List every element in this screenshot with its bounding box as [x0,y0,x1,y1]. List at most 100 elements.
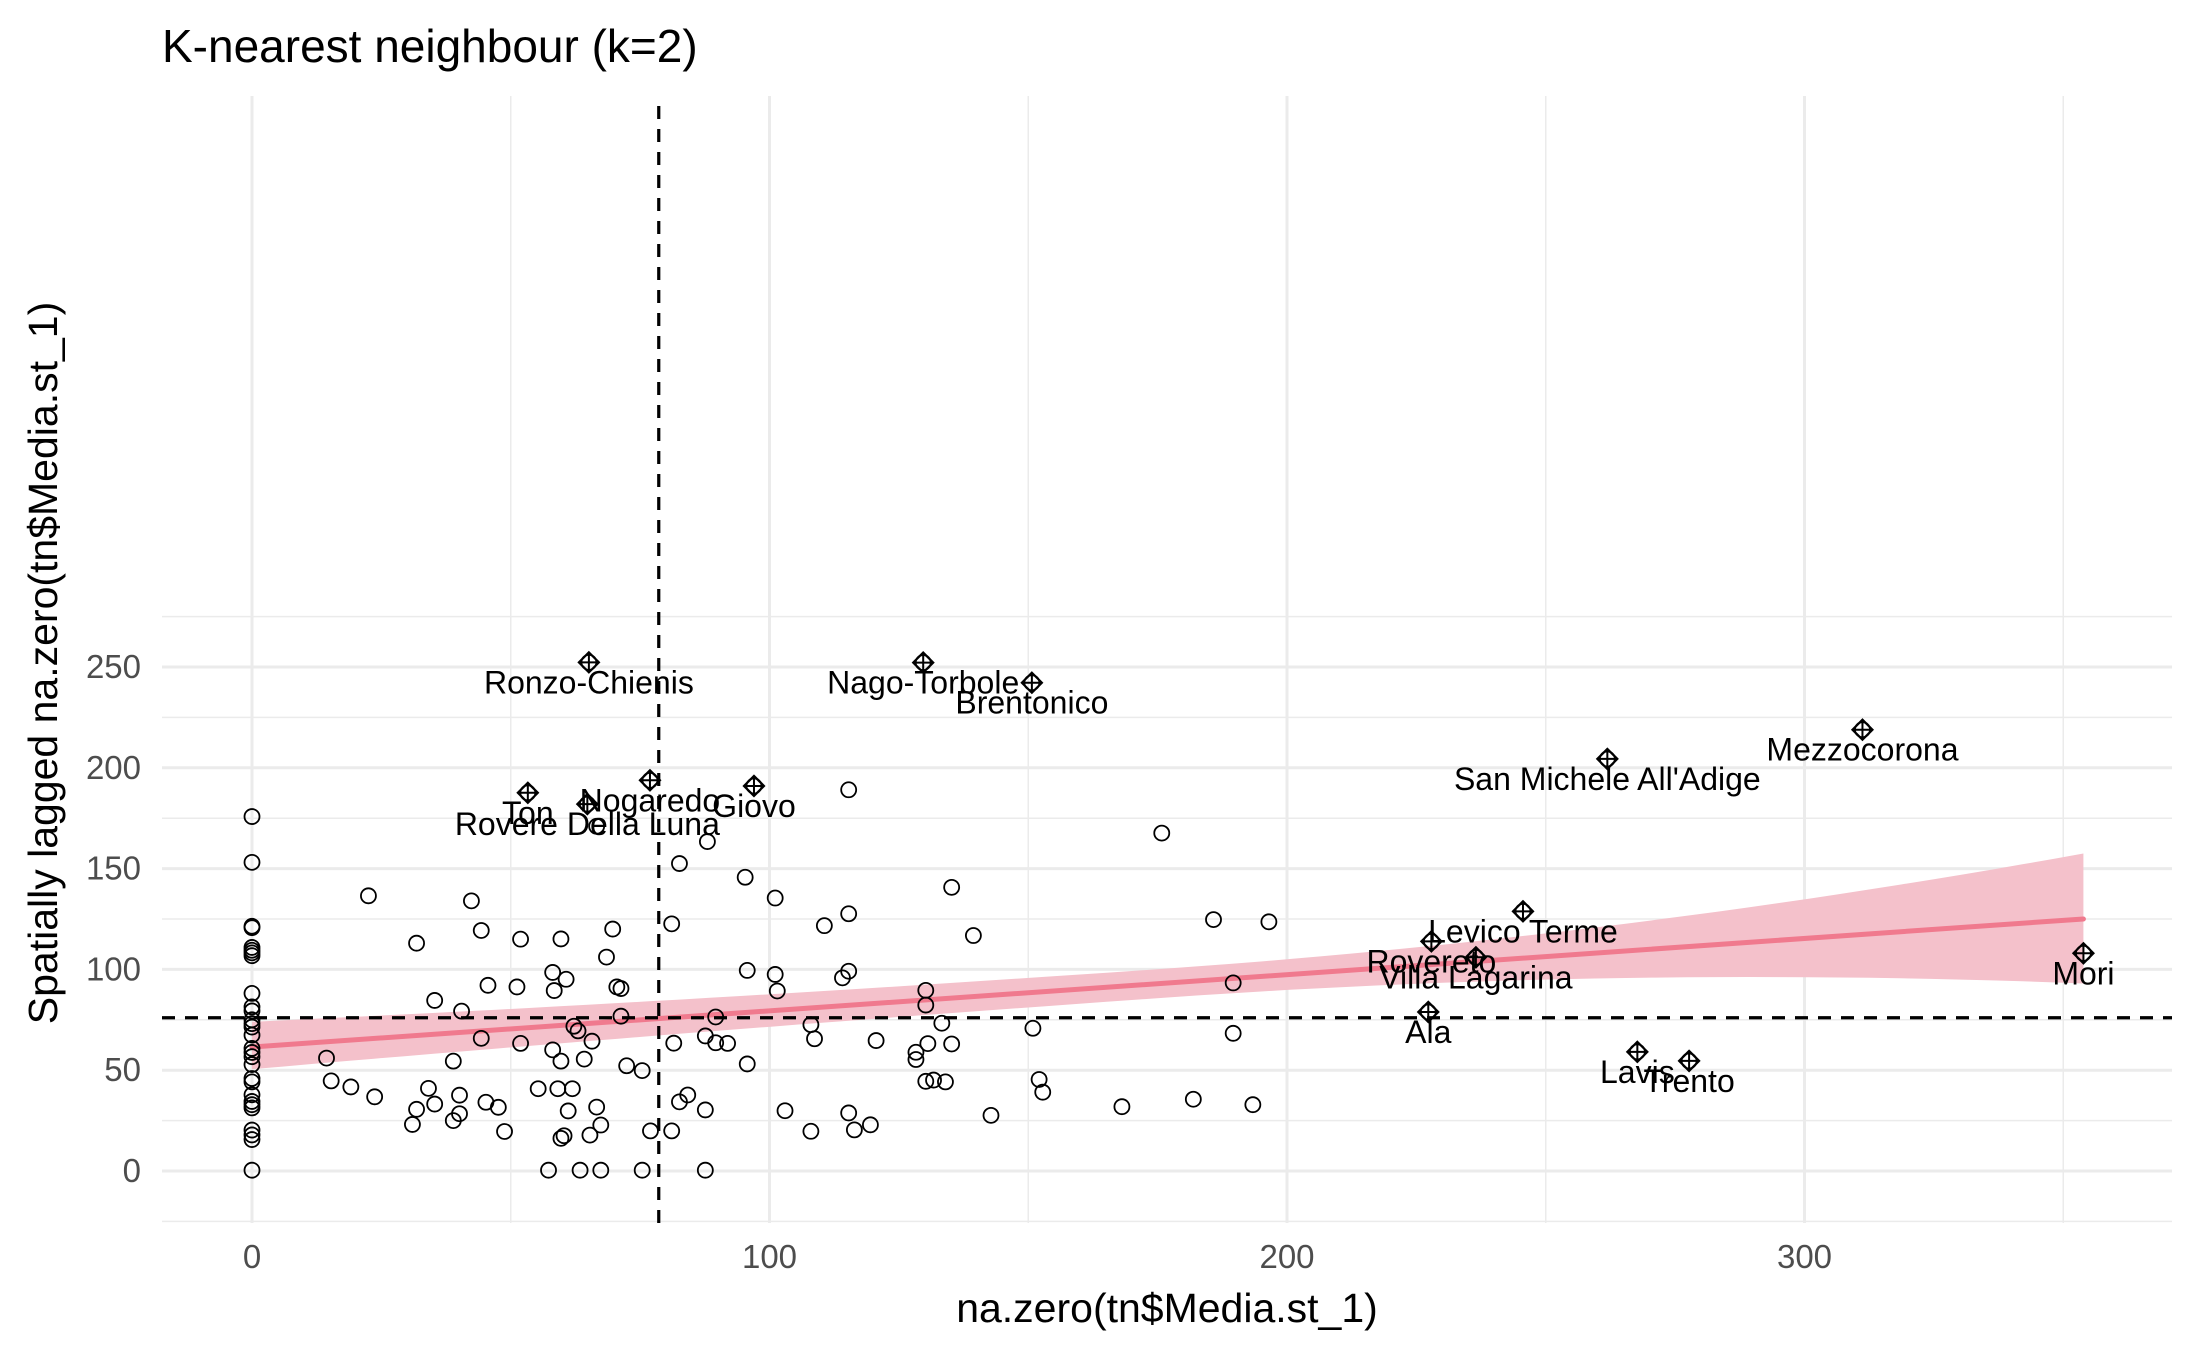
data-point [318,1049,335,1067]
chart-title: K-nearest neighbour (k=2) [162,20,698,72]
data-point [243,1026,261,1044]
data-point [642,1122,659,1140]
data-point [243,998,261,1016]
point-label: Villa Lagarina [1379,959,1573,995]
data-point [559,1102,577,1120]
data-point [1224,1024,1242,1042]
data-point [243,853,261,871]
data-point [1024,1019,1042,1037]
data-point [862,1116,879,1134]
y-tick-label: 50 [104,1051,141,1088]
data-point [360,887,377,905]
data-point [696,1101,714,1119]
data-point [472,1029,490,1047]
data-point [243,1131,261,1148]
data-point [933,1014,951,1032]
data-point [581,1126,599,1144]
data-point [243,1161,261,1179]
reference-lines [162,106,2172,1223]
data-point [840,905,858,923]
data-point [571,1161,589,1179]
point-label: Rovereto [1366,943,1496,979]
data-point [565,1017,583,1035]
data-point [243,1048,261,1066]
data-point [408,934,425,952]
data-point [1205,911,1222,929]
data-point [766,966,784,983]
data-point [243,947,261,965]
data-point [243,1086,261,1104]
data-point [540,1161,557,1179]
data-point [342,1078,360,1096]
data-point [404,1116,421,1133]
data-point [366,1088,384,1106]
data-point [588,1098,606,1116]
data-point [552,1052,570,1070]
data-point [322,1072,340,1090]
data-point [612,980,630,997]
point-label: Lavis [1600,1054,1675,1090]
data-point [907,1051,925,1068]
data-point [943,1035,961,1053]
point-label: Ronzo-Chienis [484,664,694,700]
data-point [919,1035,937,1052]
x-axis-title: na.zero(tn$Media.st_1) [956,1285,1378,1331]
data-point [552,1129,570,1147]
data-point [840,781,858,799]
data-point [592,1161,610,1179]
point-label: Brentonico [955,685,1108,721]
data-point [802,1122,820,1140]
data-point [663,915,681,933]
point-label: Giovo [712,788,796,824]
data-point [982,1106,1000,1124]
data-point [479,976,497,994]
data-point [840,962,858,980]
data-point [529,1080,547,1098]
data-point [243,808,261,825]
data-point [618,1057,636,1075]
data-point [243,1040,261,1057]
data-point [545,982,563,999]
y-tick-labels: 0 50 100 150 200 250 [86,648,141,1189]
data-point [1260,913,1278,931]
data-point [633,1062,651,1080]
data-point [243,1073,261,1091]
data-point [243,984,261,1002]
data-point [243,1018,261,1036]
data-point [867,1032,885,1049]
data-point [1153,824,1171,842]
data-point [1184,1090,1202,1108]
point-label: Mori [2052,955,2114,991]
data-point [569,1022,587,1040]
data-point [671,855,688,872]
data-point [719,1034,736,1052]
data-point [243,1044,261,1061]
x-tick-labels: 0 100 200 300 [243,1238,1832,1275]
data-point [1030,1071,1048,1088]
data-point [1244,1096,1262,1114]
data-point [451,1105,468,1123]
point-label: San Michele All'Adige [1454,761,1761,797]
data-point [964,927,982,944]
y-axis-title: Spatially lagged na.zero(tn$Media.st_1) [20,302,66,1025]
y-tick-label: 100 [86,950,141,987]
data-point [463,892,480,910]
point-label: Nogaredo [580,782,721,818]
data-point [243,1121,261,1139]
data-points [243,781,1278,1179]
confidence-band-layer [249,853,2086,1070]
data-point [604,920,622,938]
data-point [453,1002,470,1020]
point-label: Levico Terme [1428,913,1618,949]
data-point [243,1126,261,1144]
data-point [420,1079,437,1097]
data-point [766,889,784,907]
point-label: Ton [502,795,554,831]
data-point [489,1098,507,1116]
data-point [707,1008,725,1026]
data-point [563,1080,581,1098]
data-point [512,1034,529,1052]
